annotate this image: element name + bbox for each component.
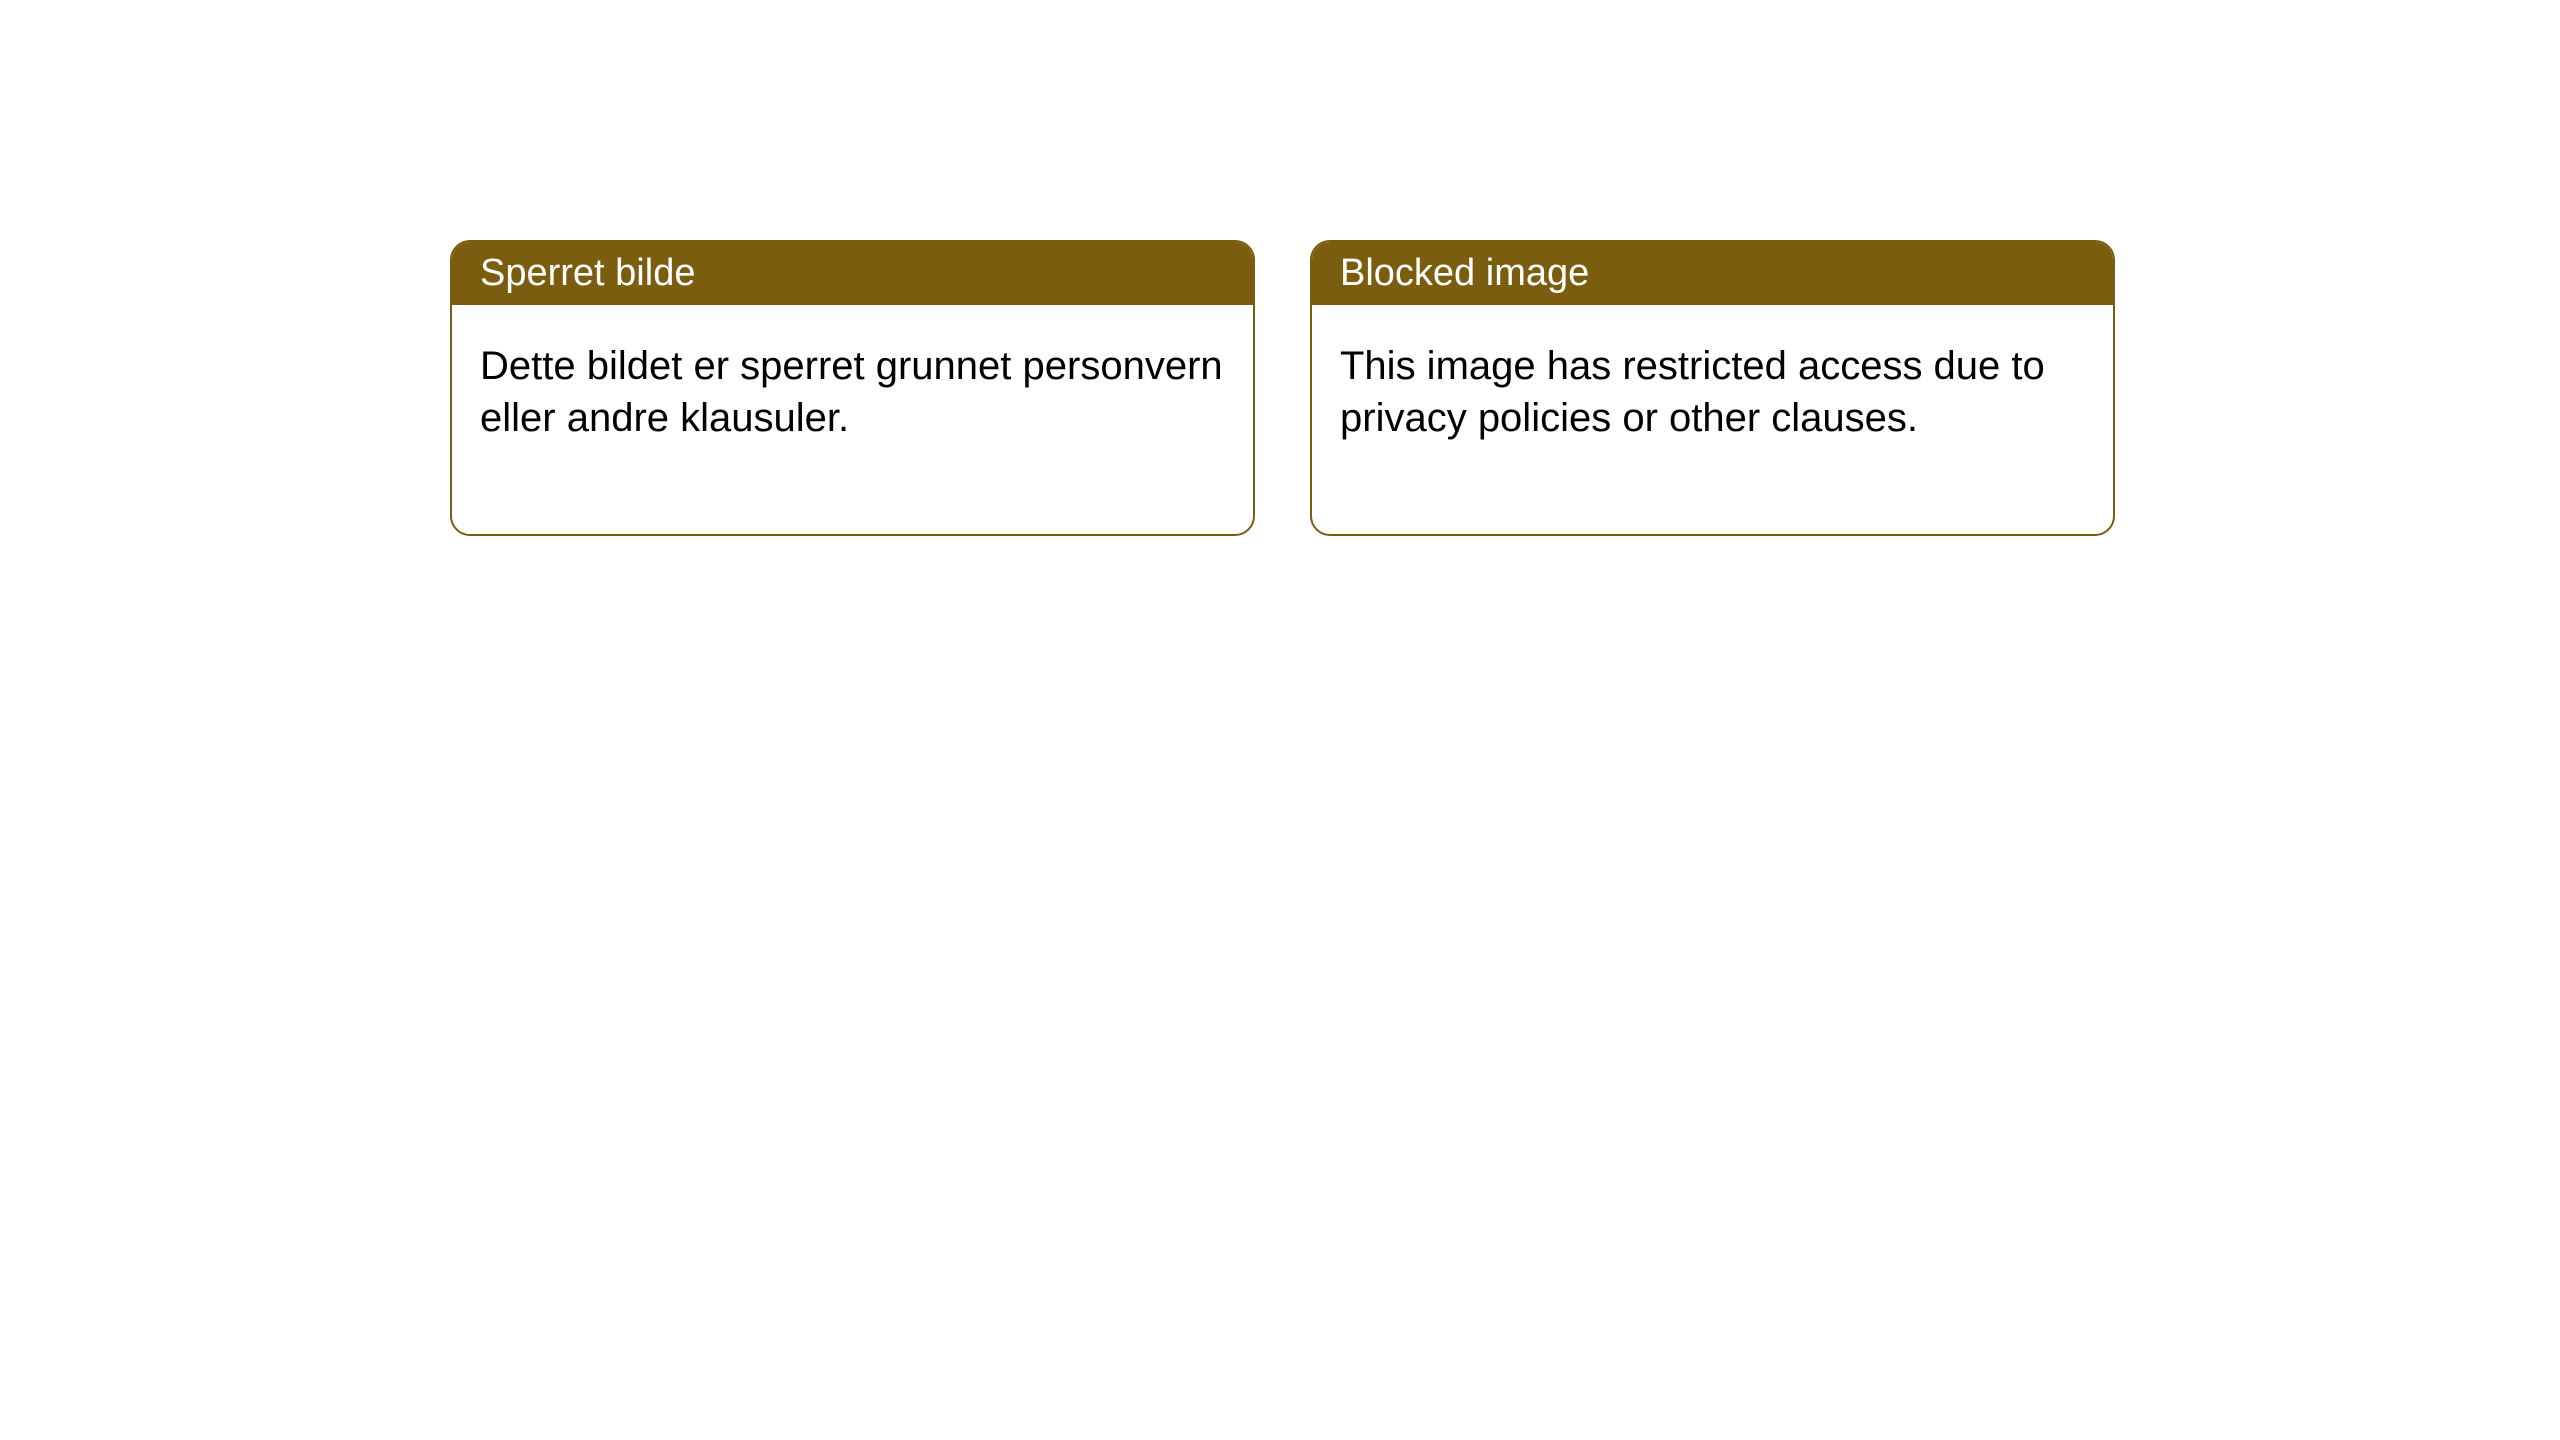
notice-header: Blocked image [1312,242,2113,305]
notice-container: Sperret bilde Dette bildet er sperret gr… [0,0,2560,536]
notice-card-english: Blocked image This image has restricted … [1310,240,2115,536]
notice-title: Blocked image [1340,252,1589,294]
notice-body-text: This image has restricted access due to … [1340,344,2045,440]
notice-title: Sperret bilde [480,252,695,294]
notice-body-text: Dette bildet er sperret grunnet personve… [480,344,1223,440]
notice-body: Dette bildet er sperret grunnet personve… [452,305,1253,534]
notice-header: Sperret bilde [452,242,1253,305]
notice-body: This image has restricted access due to … [1312,305,2113,534]
notice-card-norwegian: Sperret bilde Dette bildet er sperret gr… [450,240,1255,536]
